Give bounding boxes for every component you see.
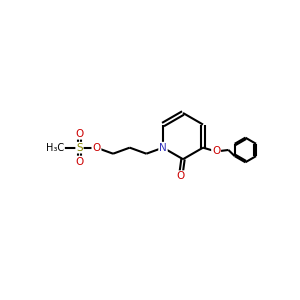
Text: O: O	[75, 157, 84, 166]
Text: H₃C: H₃C	[46, 142, 64, 153]
Text: O: O	[92, 142, 101, 153]
Text: S: S	[76, 142, 83, 153]
Text: O: O	[212, 146, 220, 157]
Text: O: O	[75, 129, 84, 139]
Text: N: N	[159, 143, 167, 153]
Text: O: O	[177, 171, 185, 181]
